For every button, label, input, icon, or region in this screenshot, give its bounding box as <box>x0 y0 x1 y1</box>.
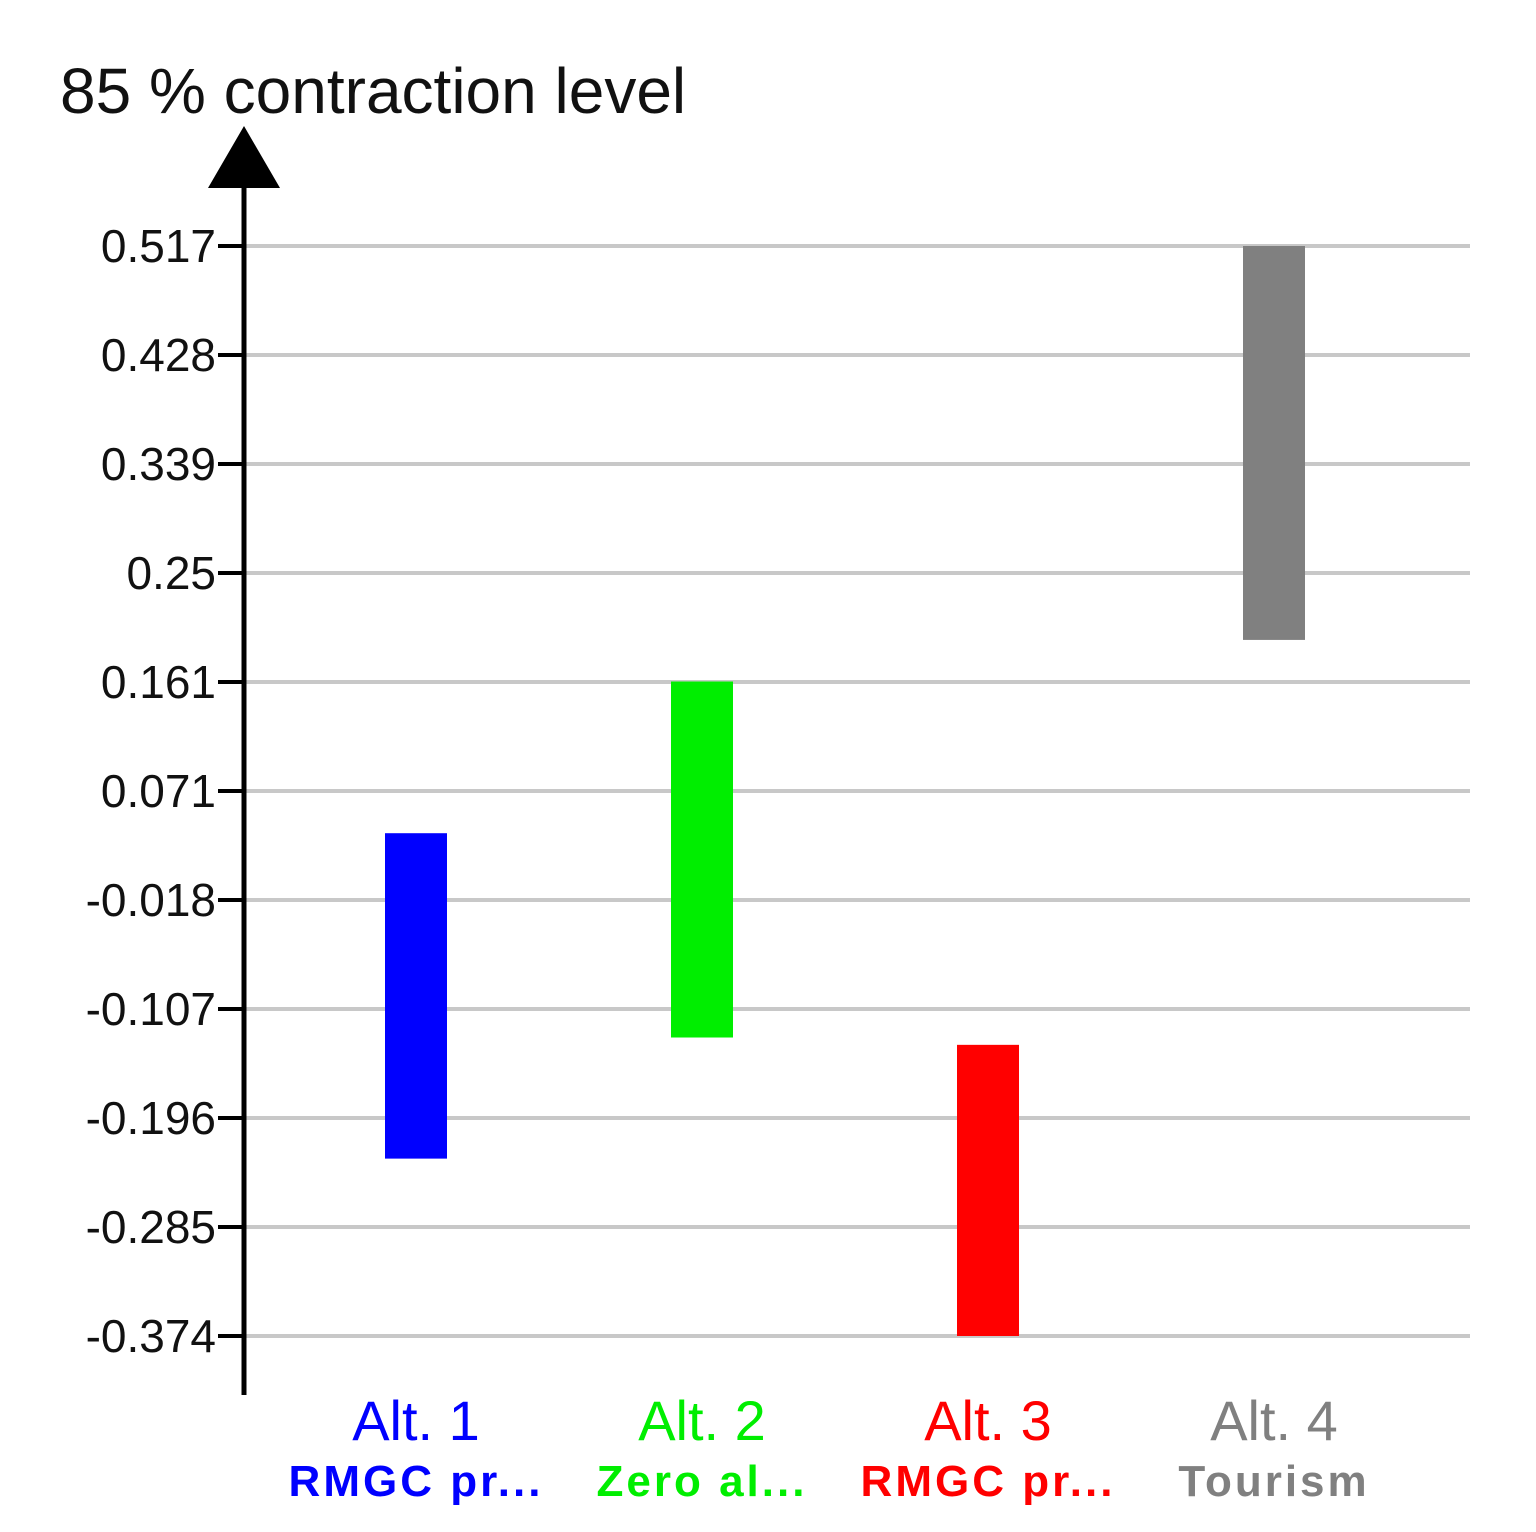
y-tick-label: 0.161 <box>101 656 216 708</box>
y-tick-label: 0.071 <box>101 765 216 817</box>
category-sublabel-4: Tourism <box>1178 1457 1369 1506</box>
category-label-1: Alt. 1 <box>352 1389 480 1452</box>
y-tick-label: 0.339 <box>101 438 216 490</box>
category-sublabel-1: RMGC pr... <box>289 1457 544 1506</box>
chart-title: 85 % contraction level <box>60 55 686 127</box>
interval-bar-3 <box>957 1044 1019 1336</box>
y-tick-label: 0.25 <box>126 547 216 599</box>
category-sublabel-2: Zero al... <box>597 1457 808 1506</box>
y-tick-label: -0.285 <box>86 1201 216 1253</box>
interval-bar-4 <box>1243 246 1305 640</box>
category-sublabel-3: RMGC pr... <box>861 1457 1116 1506</box>
interval-bar-2 <box>671 681 733 1038</box>
y-tick-labels: 0.517 0.428 0.339 0.25 0.161 0.071 -0.018 -0.10… <box>86 220 216 1362</box>
y-axis <box>208 126 280 1395</box>
category-label-3: Alt. 3 <box>924 1389 1052 1452</box>
y-tick-label: 0.517 <box>101 220 216 272</box>
y-tick-label: -0.196 <box>86 1092 216 1144</box>
category-labels: Alt. 1 RMGC pr... Alt. 2 Zero al... Alt. 3 RM… <box>289 1389 1369 1506</box>
category-label-4: Alt. 4 <box>1210 1389 1338 1452</box>
category-label-2: Alt. 2 <box>638 1389 766 1452</box>
interval-bar-1 <box>385 833 447 1159</box>
bars <box>385 246 1305 1336</box>
y-tick-label: -0.018 <box>86 874 216 926</box>
gridlines <box>218 244 1470 1338</box>
y-tick-label: 0.428 <box>101 329 216 381</box>
y-tick-label: -0.107 <box>86 983 216 1035</box>
y-tick-label: -0.374 <box>86 1310 216 1362</box>
y-axis-arrow-icon <box>208 126 280 188</box>
